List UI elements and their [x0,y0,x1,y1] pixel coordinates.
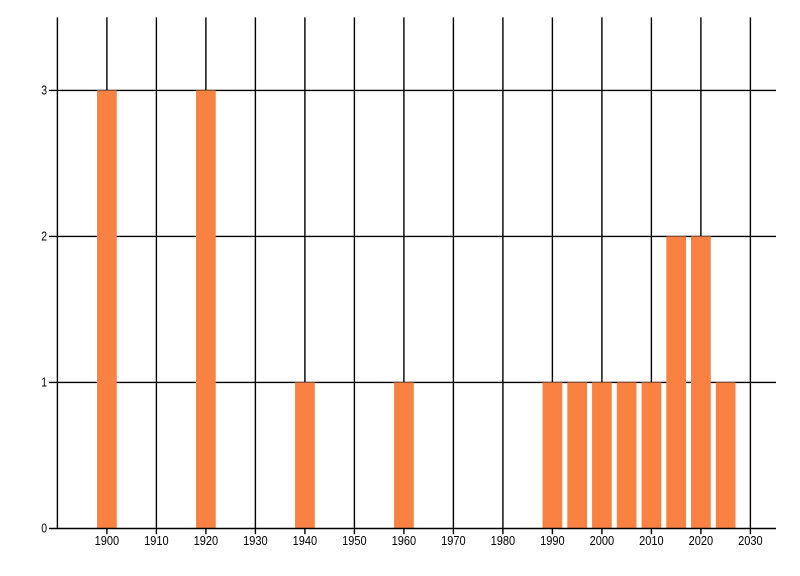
svg-text:1950: 1950 [342,533,367,548]
svg-text:2030: 2030 [738,533,763,548]
svg-text:1970: 1970 [441,533,466,548]
svg-text:1960: 1960 [392,533,417,548]
svg-text:2: 2 [41,228,47,243]
svg-text:1910: 1910 [144,533,169,548]
svg-text:1900: 1900 [95,533,120,548]
svg-text:1980: 1980 [491,533,516,548]
svg-text:1930: 1930 [243,533,268,548]
svg-text:1920: 1920 [194,533,219,548]
svg-text:2010: 2010 [639,533,664,548]
svg-text:2000: 2000 [590,533,615,548]
svg-text:3: 3 [41,82,47,97]
svg-text:1990: 1990 [540,533,565,548]
svg-text:1940: 1940 [293,533,318,548]
svg-text:2020: 2020 [689,533,714,548]
svg-text:0: 0 [41,520,47,535]
svg-text:1: 1 [41,374,47,389]
